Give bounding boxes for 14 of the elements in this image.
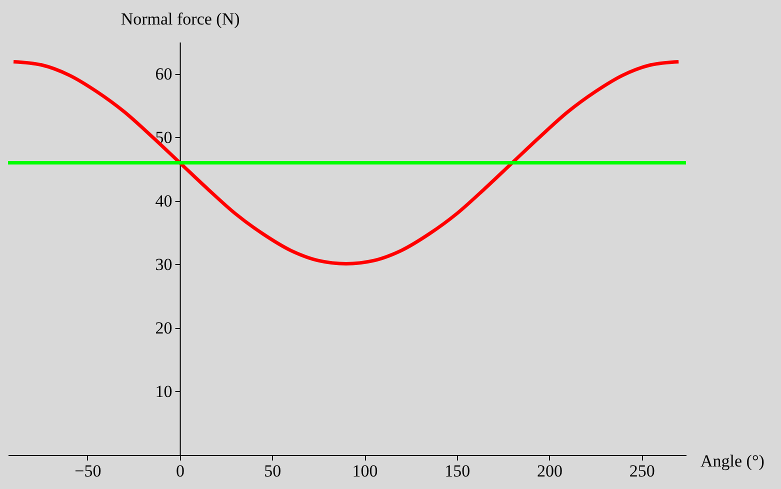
y-tick-label: 60 <box>155 64 172 84</box>
x-tick-label: 100 <box>352 462 378 480</box>
y-tick-label: 10 <box>155 382 172 401</box>
y-tick-label: 20 <box>155 318 172 338</box>
x-axis-title: Angle (°) <box>700 452 764 470</box>
x-tick-label: −50 <box>74 462 102 480</box>
x-tick-label: 50 <box>264 462 282 480</box>
y-tick-label: 40 <box>155 191 172 210</box>
x-tick-label: 200 <box>537 462 563 480</box>
y-axis-title: Normal force (N) <box>120 10 240 28</box>
x-tick-label: 250 <box>629 462 655 480</box>
x-tick-label: 0 <box>176 462 185 480</box>
y-tick-label: 30 <box>155 254 172 274</box>
x-tick-label: 150 <box>444 462 470 480</box>
